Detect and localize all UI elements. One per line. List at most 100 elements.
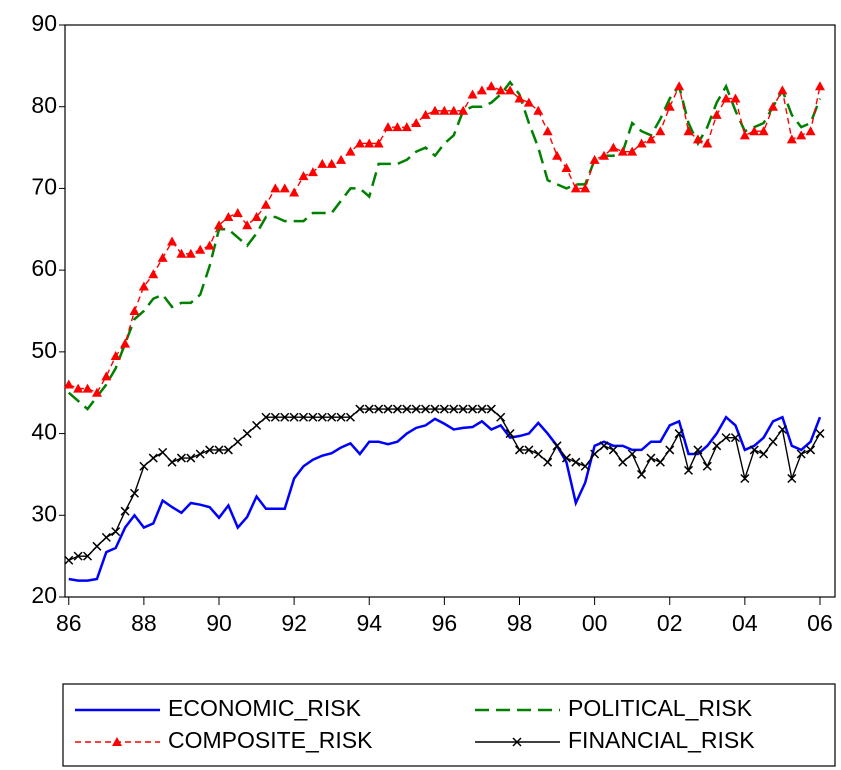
marker-glyph <box>92 541 102 551</box>
marker <box>505 429 515 439</box>
marker <box>204 240 215 250</box>
marker <box>373 138 384 148</box>
marker <box>683 465 694 475</box>
marker-glyph <box>552 441 562 451</box>
marker <box>815 429 825 439</box>
marker-glyph <box>815 429 825 439</box>
legend-item: POLITICAL_RISK <box>475 695 753 721</box>
marker <box>83 551 93 561</box>
marker-glyph <box>345 412 355 422</box>
series-line <box>67 80 822 411</box>
marker <box>702 461 712 471</box>
marker <box>392 404 402 414</box>
marker <box>158 447 168 457</box>
marker-glyph <box>683 465 694 475</box>
marker <box>683 126 694 136</box>
marker-glyph <box>129 488 140 498</box>
marker <box>711 109 722 119</box>
marker <box>636 138 647 148</box>
marker-glyph <box>712 441 722 451</box>
marker-glyph <box>148 453 158 463</box>
marker <box>242 429 252 439</box>
marker <box>73 551 83 561</box>
marker <box>721 433 731 443</box>
marker <box>693 445 703 455</box>
marker-glyph <box>571 457 581 467</box>
marker <box>420 109 431 119</box>
marker <box>570 183 581 193</box>
marker <box>64 555 74 565</box>
marker-glyph <box>721 433 731 443</box>
marker-glyph <box>561 453 571 463</box>
marker-glyph <box>421 404 431 414</box>
plot-frame <box>64 24 836 598</box>
marker <box>739 130 750 140</box>
marker <box>336 412 346 422</box>
marker-glyph <box>637 469 647 479</box>
marker <box>476 85 487 95</box>
marker-glyph <box>740 473 750 484</box>
marker <box>664 101 675 111</box>
marker-glyph <box>355 404 365 414</box>
marker-glyph <box>261 412 271 422</box>
marker <box>458 404 468 414</box>
marker <box>721 93 732 103</box>
marker <box>411 404 421 414</box>
series-line <box>68 408 821 561</box>
y-tick-label: 90 <box>31 10 57 36</box>
marker <box>777 85 788 95</box>
marker <box>261 412 271 422</box>
marker <box>148 453 158 463</box>
marker <box>364 404 374 414</box>
marker <box>260 199 271 209</box>
marker-glyph <box>214 445 224 455</box>
marker-glyph <box>486 404 496 414</box>
marker <box>73 383 84 393</box>
marker <box>618 457 628 467</box>
marker <box>646 453 656 463</box>
marker <box>580 461 590 471</box>
marker <box>512 737 522 747</box>
marker <box>599 441 609 451</box>
marker <box>345 146 356 156</box>
marker-glyph <box>599 441 609 451</box>
marker <box>364 138 375 148</box>
marker <box>805 126 816 136</box>
marker-glyph <box>139 461 149 471</box>
x-tick-label: 06 <box>807 610 833 636</box>
marker-glyph <box>336 412 346 422</box>
marker <box>514 93 525 103</box>
marker <box>796 130 807 140</box>
marker <box>186 453 196 463</box>
marker-glyph <box>73 551 83 561</box>
marker-glyph <box>655 457 665 467</box>
marker-glyph <box>580 461 590 471</box>
marker-glyph <box>702 461 712 471</box>
marker-glyph <box>787 473 797 484</box>
marker-glyph <box>402 404 412 414</box>
marker <box>758 126 769 136</box>
marker <box>138 281 149 291</box>
marker-glyph <box>158 447 168 457</box>
marker <box>317 412 327 422</box>
marker-glyph <box>308 412 318 422</box>
marker-glyph <box>101 532 111 542</box>
marker <box>580 183 591 193</box>
marker <box>514 445 525 455</box>
marker <box>590 449 600 459</box>
marker <box>110 350 121 360</box>
marker <box>148 269 159 279</box>
marker <box>617 146 628 156</box>
marker-glyph <box>252 420 262 430</box>
y-tick-label: 20 <box>31 582 57 608</box>
marker <box>730 93 741 103</box>
marker-glyph <box>674 429 684 439</box>
marker-glyph <box>505 429 515 439</box>
marker-glyph <box>477 404 487 414</box>
marker-glyph <box>242 429 252 439</box>
marker <box>205 445 215 455</box>
marker <box>402 404 412 414</box>
marker <box>120 506 130 516</box>
marker <box>112 737 122 746</box>
